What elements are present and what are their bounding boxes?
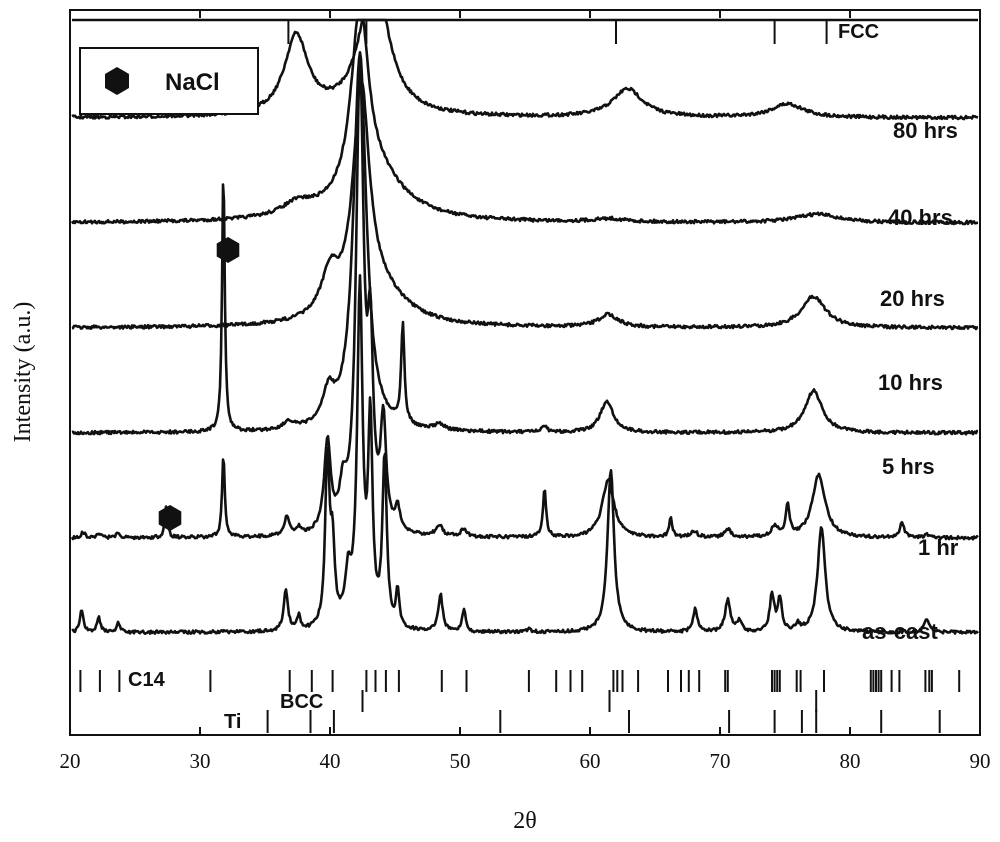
x-tick-label-70: 70 xyxy=(710,749,731,773)
series-label-80-hrs: 80 hrs xyxy=(893,118,958,143)
legend-label-nacl: NaCl xyxy=(165,69,220,96)
ref-label-c14: C14 xyxy=(128,669,166,691)
x-tick-label-50: 50 xyxy=(450,749,471,773)
series-label-20-hrs: 20 hrs xyxy=(880,286,945,311)
x-tick-label-30: 30 xyxy=(190,749,211,773)
ref-label-ti: Ti xyxy=(224,711,241,733)
x-tick-label-90: 90 xyxy=(970,749,991,773)
trace-10-hrs xyxy=(71,79,979,331)
x-axis-title: 2θ xyxy=(513,808,537,834)
trace-5-hrs xyxy=(71,51,979,436)
series-label-as-cast: as-cast xyxy=(862,619,939,644)
x-tick-label-60: 60 xyxy=(580,749,601,773)
nacl-hexagon-icon-0 xyxy=(158,505,182,531)
series-label-40-hrs: 40 hrs xyxy=(888,205,953,230)
reference-markers xyxy=(79,20,961,733)
plot-frame xyxy=(69,9,981,736)
x-axis: 20 30 40 50 60 70 80 90 xyxy=(60,10,991,773)
series-label-1-hr: 1 hr xyxy=(918,535,959,560)
series-label-5-hrs: 5 hrs xyxy=(882,454,935,479)
legend: NaCl xyxy=(79,47,259,115)
trace-as-cast xyxy=(71,274,979,635)
hexagon-icon xyxy=(105,67,129,95)
x-tick-label-20: 20 xyxy=(60,749,81,773)
x-tick-label-40: 40 xyxy=(320,749,341,773)
trace-1-hr xyxy=(70,54,979,541)
ref-label-bcc: BCC xyxy=(280,691,323,713)
y-axis-title: Intensity (a.u.) xyxy=(10,302,36,443)
x-tick-label-80: 80 xyxy=(840,749,861,773)
ref-label-fcc: FCC xyxy=(838,21,879,43)
nacl-hexagon-icon-1 xyxy=(216,237,240,263)
series-label-10-hrs: 10 hrs xyxy=(878,370,943,395)
